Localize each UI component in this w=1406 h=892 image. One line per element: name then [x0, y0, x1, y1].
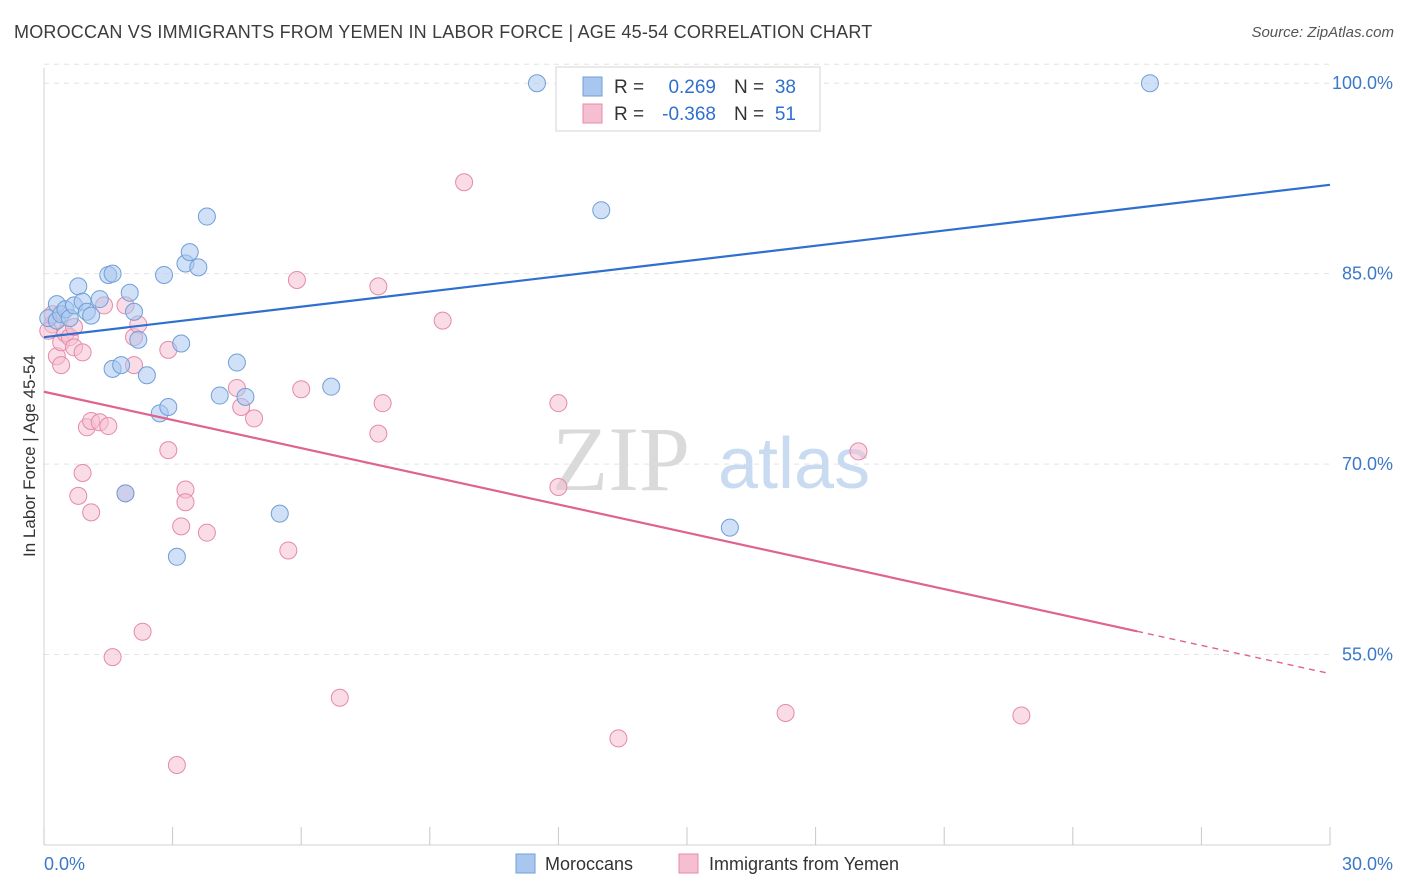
yemen-point [369, 277, 388, 296]
legend-n-value-2: 51 [775, 104, 796, 125]
correlation-legend: R = 0.269 N = 38 R = -0.368 N = 51 [555, 66, 821, 132]
moroccan-point [720, 518, 739, 537]
moroccan-point [137, 366, 156, 385]
series-legend-swatch-moroccans [515, 853, 536, 874]
watermark-zip: ZIP [552, 408, 690, 510]
x-tick-label-min: 0.0% [44, 854, 85, 874]
yemen-point [82, 503, 101, 522]
moroccan-point [120, 283, 139, 302]
moroccan-point [125, 302, 144, 321]
yemen-point [73, 343, 92, 362]
legend-swatch-blue [582, 76, 603, 97]
moroccan-point [82, 306, 101, 325]
moroccan-point [180, 243, 199, 262]
legend-r-label-2: R = [614, 104, 644, 125]
yemen-point [73, 464, 92, 483]
moroccan-point [167, 547, 186, 566]
yemen-trend-line-extension [1136, 630, 1331, 675]
yemen-point [373, 394, 392, 413]
yemen-trend-line [43, 390, 1138, 633]
yemen-point [172, 517, 191, 536]
yemen-point [849, 442, 868, 461]
moroccan-point [159, 397, 178, 416]
moroccans-trend-line [43, 183, 1331, 339]
legend-n-value-1: 38 [775, 77, 796, 98]
yemen-point [287, 271, 306, 290]
legend-r-value-1: 0.269 [668, 77, 716, 98]
yemen-point [167, 756, 186, 775]
moroccan-point [69, 277, 88, 296]
yemen-point [292, 380, 311, 399]
y-tick-label: 100.0% [1332, 73, 1393, 93]
yemen-point [133, 622, 152, 641]
legend-r-value-2: -0.368 [662, 104, 716, 125]
yemen-point [99, 417, 118, 436]
legend-n-label-1: N = [734, 77, 764, 98]
yemen-point [103, 648, 122, 667]
yemen-point [197, 523, 216, 542]
chart-source: Source: ZipAtlas.com [1251, 24, 1394, 41]
yemen-point [369, 424, 388, 443]
watermark-atlas: atlas [718, 424, 870, 504]
moroccan-point [103, 264, 122, 283]
series-legend: Moroccans Immigrants from Yemen [515, 853, 899, 874]
moroccan-point [1140, 74, 1159, 93]
x-axis-ticks [43, 827, 1331, 845]
yemen-point [330, 688, 349, 707]
moroccan-point [210, 386, 229, 405]
moroccan-point [236, 387, 255, 406]
yemen-point [776, 703, 795, 722]
series-legend-label-yemen: Immigrants from Yemen [709, 854, 899, 874]
legend-r-label-1: R = [614, 77, 644, 98]
moroccan-point [197, 207, 216, 226]
yemen-point [245, 409, 264, 428]
yemen-point [549, 394, 568, 413]
yemen-point [176, 493, 195, 512]
yemen-point [159, 441, 178, 460]
yemen-point [52, 356, 71, 375]
moroccan-point [189, 258, 208, 277]
legend-swatch-pink [582, 103, 603, 124]
series-legend-swatch-yemen [678, 853, 699, 874]
yemen-point [1012, 706, 1031, 725]
moroccan-point [322, 377, 341, 396]
y-tick-labels: 100.0% 85.0% 70.0% 55.0% [1332, 73, 1393, 664]
moroccan-point [527, 74, 546, 93]
moroccan-point [90, 290, 109, 309]
legend-n-label-2: N = [734, 104, 764, 125]
yemen-point [549, 477, 568, 496]
yemen-point [455, 173, 474, 192]
chart-title: MOROCCAN VS IMMIGRANTS FROM YEMEN IN LAB… [14, 22, 873, 42]
moroccan-point [227, 353, 246, 372]
moroccan-point [172, 334, 191, 353]
yemen-point [433, 311, 452, 330]
series-moroccans-points [39, 74, 1159, 566]
x-tick-label-max: 30.0% [1342, 854, 1393, 874]
moroccan-point [155, 265, 174, 284]
moroccan-point [270, 504, 289, 523]
y-tick-label: 70.0% [1342, 454, 1393, 474]
moroccan-point [129, 330, 148, 349]
moroccan-point [592, 201, 611, 220]
y-tick-label: 55.0% [1342, 645, 1393, 665]
y-tick-label: 85.0% [1342, 264, 1393, 284]
yemen-point [69, 486, 88, 505]
moroccan-point [116, 484, 135, 503]
yemen-point [279, 541, 298, 560]
trend-lines [43, 183, 1331, 675]
moroccan-point [112, 356, 131, 375]
yemen-point [609, 729, 628, 748]
y-axis-title: In Labor Force | Age 45-54 [20, 355, 39, 557]
series-legend-label-moroccans: Moroccans [545, 854, 633, 874]
